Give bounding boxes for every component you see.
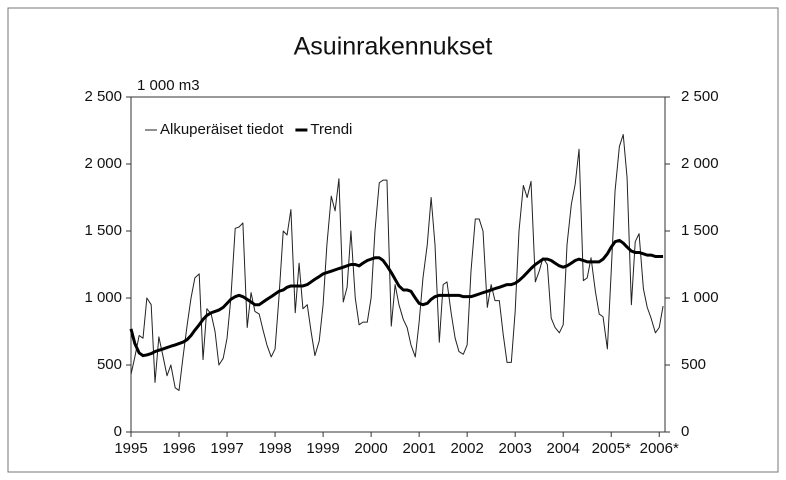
- y2-tick-label: 2 500: [681, 88, 719, 105]
- frame: [7, 7, 779, 473]
- chart-title: Asuinrakennukset: [294, 33, 493, 61]
- y2-tick-label: 0: [681, 423, 689, 440]
- y-tick-label: 1 500: [84, 222, 122, 239]
- series-line: [129, 238, 664, 358]
- series-line: [130, 134, 664, 391]
- y-tick-label: 0: [114, 423, 122, 440]
- x-tick-label: 2001: [402, 440, 435, 457]
- y2-tick-label: 500: [681, 356, 706, 373]
- x-tick-label: 1996: [162, 440, 195, 457]
- legend-label: Trendi: [310, 121, 352, 138]
- y-tick-label: 2 500: [84, 88, 122, 105]
- y2-tick-label: 1 500: [681, 222, 719, 239]
- x-tick-label: 1998: [258, 440, 291, 457]
- y-tick-label: 1 000: [84, 289, 122, 306]
- x-tick-label: 2000: [354, 440, 387, 457]
- y-tick-label: 2 000: [84, 155, 122, 172]
- x-tick-label: 1995: [114, 440, 147, 457]
- plot-area: [130, 96, 666, 433]
- legend-label: Alkuperäiset tiedot: [160, 121, 284, 138]
- y-tick-label: 500: [97, 356, 122, 373]
- x-tick-label: 1997: [210, 440, 243, 457]
- y2-tick-label: 1 000: [681, 289, 719, 306]
- x-tick-label: 2003: [498, 440, 531, 457]
- y-unit: 1 000 m3: [137, 77, 200, 94]
- x-tick-label: 1999: [306, 440, 339, 457]
- x-tick-label: 2002: [450, 440, 483, 457]
- x-tick-label: 2006*: [640, 440, 679, 457]
- x-tick-label: 2004: [547, 440, 580, 457]
- y2-tick-label: 2 000: [681, 155, 719, 172]
- x-tick-label: 2005*: [592, 440, 631, 457]
